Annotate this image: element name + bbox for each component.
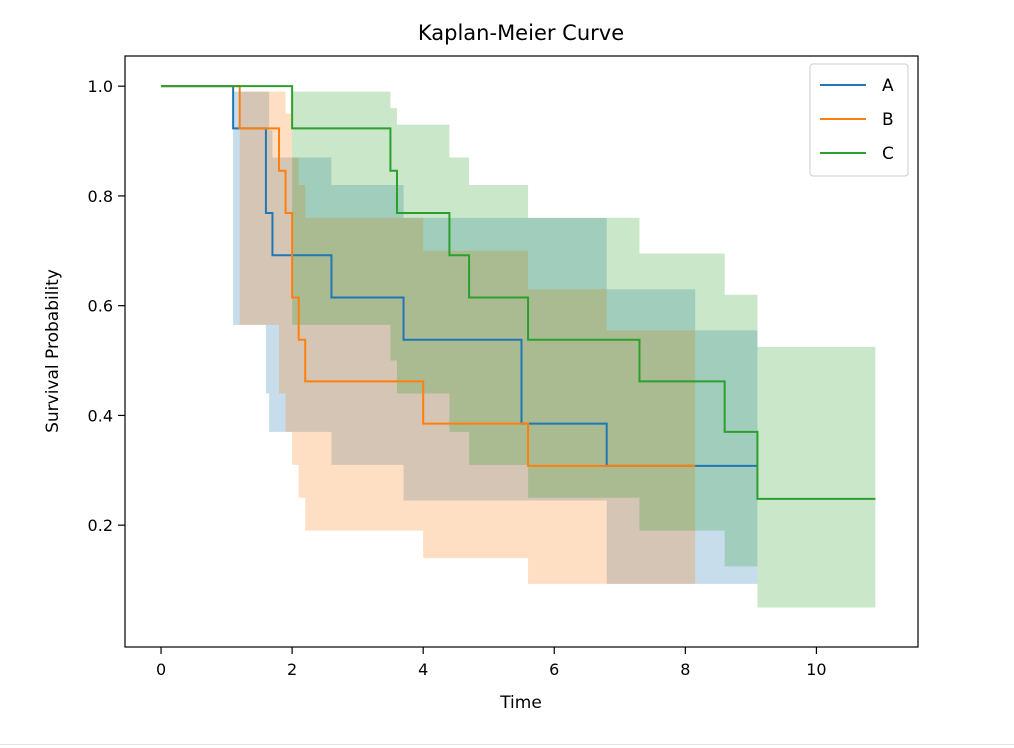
survival-curve-c bbox=[161, 85, 876, 500]
ci-band-a bbox=[161, 86, 758, 584]
x-axis-ticks: 0 2 4 6 8 10 bbox=[156, 647, 827, 679]
ci-band-c bbox=[161, 86, 876, 608]
legend-label-b: B bbox=[882, 110, 894, 130]
survival-curve-b bbox=[161, 85, 696, 467]
y-tick-label: 1.0 bbox=[88, 77, 113, 96]
confidence-bands bbox=[161, 86, 876, 608]
x-tick-label: 8 bbox=[680, 660, 690, 679]
survival-curves bbox=[161, 85, 876, 500]
y-tick-label: 0.4 bbox=[88, 406, 113, 425]
x-tick-label: 0 bbox=[156, 660, 166, 679]
x-tick-label: 4 bbox=[418, 660, 428, 679]
y-tick-label: 0.2 bbox=[88, 516, 113, 535]
legend-label-c: C bbox=[882, 144, 894, 164]
x-tick-label: 2 bbox=[287, 660, 297, 679]
x-tick-label: 6 bbox=[549, 660, 559, 679]
y-tick-label: 0.6 bbox=[88, 297, 113, 316]
legend-label-a: A bbox=[882, 76, 894, 96]
y-axis-ticks: 0.2 0.4 0.6 0.8 1.0 bbox=[88, 77, 125, 535]
y-axis-label: Survival Probability bbox=[43, 269, 63, 433]
x-axis-label: Time bbox=[499, 693, 542, 713]
y-tick-label: 0.8 bbox=[88, 187, 113, 206]
x-tick-label: 10 bbox=[806, 660, 826, 679]
chart-title: Kaplan-Meier Curve bbox=[418, 21, 624, 45]
ci-band-b bbox=[161, 86, 696, 584]
plot-frame bbox=[124, 55, 919, 648]
bottom-divider bbox=[0, 744, 1014, 745]
legend: A B C bbox=[809, 63, 909, 177]
